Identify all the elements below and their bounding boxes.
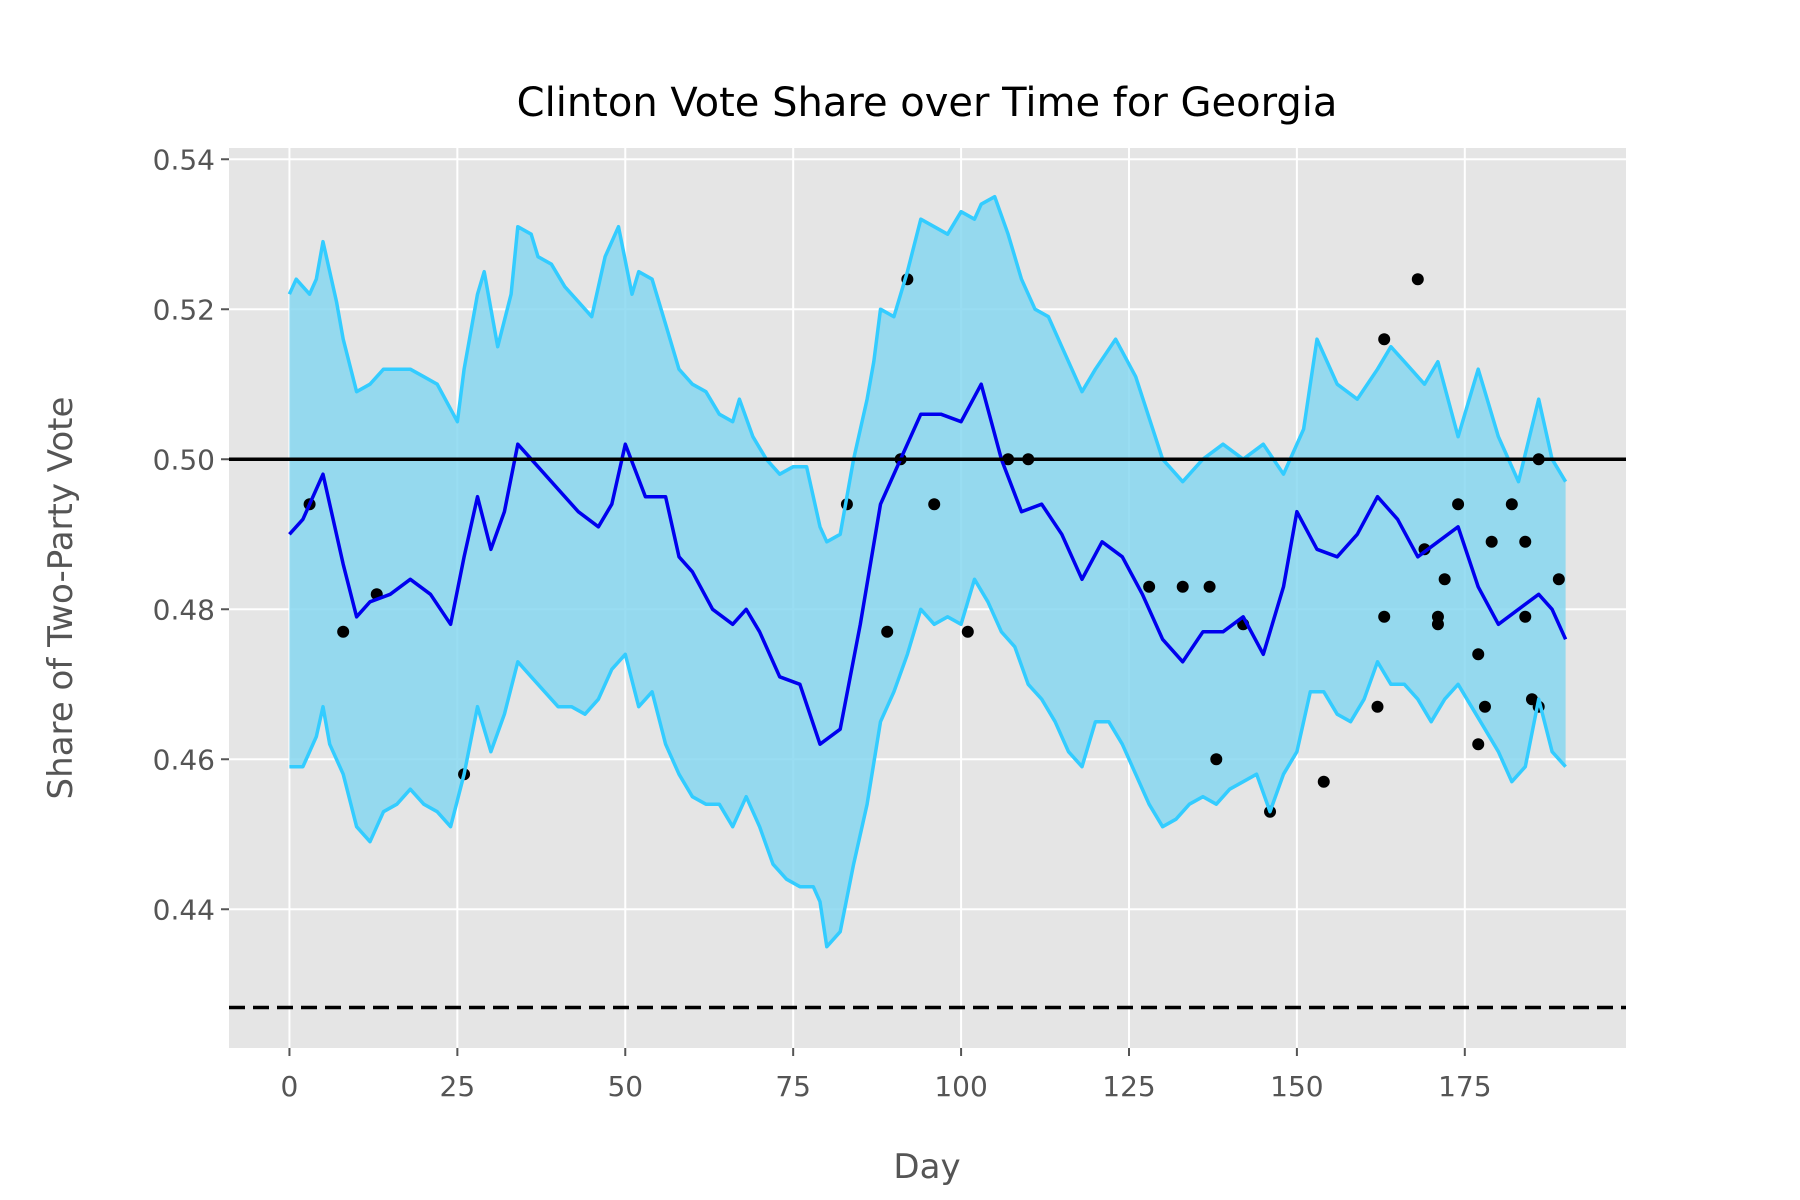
poll-point xyxy=(1176,580,1189,593)
x-tick-label: 100 xyxy=(934,1070,987,1103)
x-tick-label: 25 xyxy=(440,1070,476,1103)
x-tick-label: 75 xyxy=(775,1070,811,1103)
poll-point xyxy=(1505,498,1518,511)
x-tick-label: 150 xyxy=(1270,1070,1323,1103)
poll-point xyxy=(1317,775,1330,788)
y-tick-label: 0.54 xyxy=(153,143,215,176)
poll-point xyxy=(961,625,974,638)
poll-point xyxy=(1431,618,1444,631)
poll-point xyxy=(1411,273,1424,286)
y-tick-label: 0.48 xyxy=(153,593,215,626)
x-axis-ticks: 0 25 50 75 100 125 150 175 xyxy=(281,1048,1492,1103)
poll-point xyxy=(1519,535,1532,548)
poll-point xyxy=(1210,753,1223,766)
x-axis-label: Day xyxy=(893,1147,960,1187)
poll-point xyxy=(1472,648,1485,661)
y-axis-label: Share of Two-Party Vote xyxy=(41,397,81,800)
poll-point xyxy=(1378,610,1391,623)
y-tick-label: 0.52 xyxy=(153,293,215,326)
chart-title: Clinton Vote Share over Time for Georgia xyxy=(517,80,1338,126)
poll-point xyxy=(1143,580,1156,593)
poll-point xyxy=(881,625,894,638)
poll-point xyxy=(1519,610,1532,623)
band-fill xyxy=(289,196,1566,947)
poll-point xyxy=(337,625,350,638)
y-axis-ticks: 0.44 0.46 0.48 0.50 0.52 0.54 xyxy=(153,143,229,926)
poll-point xyxy=(1438,573,1451,586)
x-tick-label: 0 xyxy=(281,1070,299,1103)
upper-bound-line xyxy=(287,194,1568,544)
reference-lines xyxy=(229,457,1626,1010)
x-tick-label: 50 xyxy=(607,1070,643,1103)
poll-point xyxy=(928,498,941,511)
poll-point xyxy=(1552,573,1565,586)
series-lines xyxy=(287,194,1568,949)
x-tick-label: 175 xyxy=(1438,1070,1491,1103)
poll-point xyxy=(1371,700,1384,713)
y-tick-label: 0.46 xyxy=(153,743,215,776)
poll-point xyxy=(1472,738,1485,751)
poll-point xyxy=(1478,700,1491,713)
y-tick-label: 0.50 xyxy=(153,443,215,476)
mean-line xyxy=(288,382,1568,746)
confidence-band xyxy=(289,196,1566,947)
poll-point xyxy=(1452,498,1465,511)
x-tick-label: 125 xyxy=(1102,1070,1155,1103)
poll-point xyxy=(1378,333,1391,346)
poll-point xyxy=(1485,535,1498,548)
lower-bound-line xyxy=(289,577,1567,949)
poll-point xyxy=(1203,580,1216,593)
y-tick-label: 0.44 xyxy=(153,893,215,926)
